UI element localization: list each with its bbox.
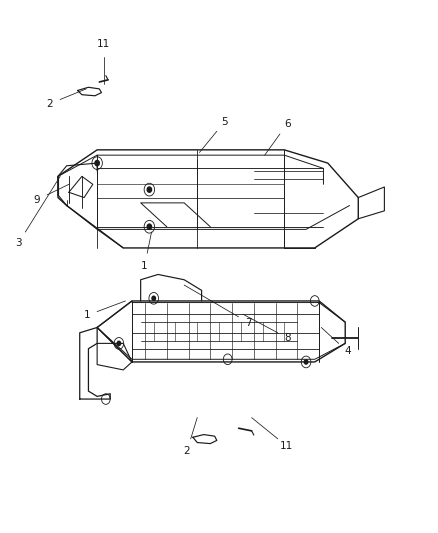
Text: 11: 11 bbox=[97, 39, 110, 49]
Text: 1: 1 bbox=[83, 310, 90, 320]
Text: 9: 9 bbox=[34, 195, 40, 205]
Circle shape bbox=[147, 187, 152, 192]
Text: 4: 4 bbox=[344, 346, 351, 357]
Text: 1: 1 bbox=[141, 261, 148, 271]
Text: 2: 2 bbox=[46, 99, 53, 109]
Circle shape bbox=[95, 160, 99, 166]
Text: 5: 5 bbox=[221, 117, 228, 127]
Circle shape bbox=[304, 360, 308, 364]
Text: 8: 8 bbox=[284, 333, 291, 343]
Circle shape bbox=[152, 296, 155, 301]
Text: 11: 11 bbox=[280, 441, 293, 451]
Text: 7: 7 bbox=[245, 318, 252, 328]
Text: 3: 3 bbox=[15, 238, 22, 248]
Circle shape bbox=[147, 224, 152, 229]
Circle shape bbox=[117, 341, 120, 345]
Text: 2: 2 bbox=[184, 446, 190, 456]
Text: 6: 6 bbox=[284, 119, 290, 129]
